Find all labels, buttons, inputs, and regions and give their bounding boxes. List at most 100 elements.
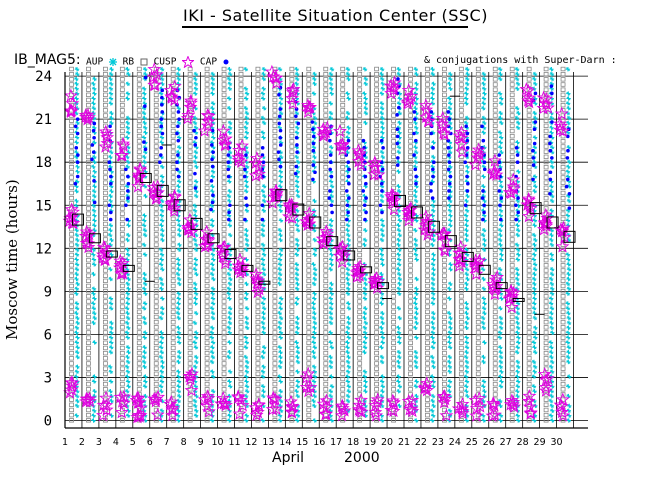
aup-marker bbox=[91, 252, 95, 256]
rb-marker bbox=[239, 78, 243, 82]
aup-marker bbox=[431, 287, 435, 291]
aup-marker bbox=[431, 252, 435, 256]
rb-marker bbox=[188, 238, 192, 242]
rb-marker bbox=[527, 305, 531, 309]
rb-marker bbox=[290, 341, 294, 345]
rb-marker bbox=[120, 103, 124, 107]
aup-marker bbox=[296, 194, 300, 198]
rb-marker bbox=[442, 351, 446, 355]
rb-marker bbox=[476, 103, 480, 107]
dot-marker bbox=[109, 175, 113, 179]
aup-marker bbox=[431, 326, 435, 330]
aup-marker bbox=[177, 350, 181, 354]
rb-marker bbox=[205, 98, 209, 102]
aup-marker bbox=[533, 335, 537, 339]
rb-marker bbox=[392, 372, 396, 376]
aup-marker bbox=[329, 252, 333, 256]
aup-marker bbox=[244, 296, 248, 300]
rb-marker bbox=[510, 109, 514, 113]
aup-marker bbox=[533, 72, 537, 76]
rb-marker bbox=[171, 140, 175, 144]
aup-marker bbox=[91, 321, 95, 325]
rb-marker bbox=[273, 300, 277, 304]
aup-marker bbox=[244, 87, 248, 91]
rb-marker bbox=[493, 83, 497, 87]
rb-marker bbox=[120, 300, 124, 304]
rb-marker bbox=[154, 258, 158, 262]
aup-marker bbox=[550, 165, 554, 169]
rb-marker bbox=[409, 243, 413, 247]
aup-marker bbox=[244, 355, 248, 359]
rb-marker bbox=[425, 191, 429, 195]
aup-marker bbox=[550, 287, 554, 291]
rb-marker bbox=[239, 212, 243, 216]
aup-marker bbox=[396, 252, 400, 256]
rb-marker bbox=[510, 258, 514, 262]
dot-marker bbox=[431, 196, 435, 200]
rb-marker bbox=[392, 238, 396, 242]
dot-marker bbox=[108, 168, 112, 172]
rb-marker bbox=[561, 202, 565, 206]
rb-marker bbox=[341, 284, 345, 288]
aup-marker bbox=[329, 91, 333, 95]
aup-marker bbox=[295, 345, 299, 349]
aup-marker bbox=[431, 155, 435, 159]
rb-marker bbox=[222, 336, 226, 340]
aup-marker bbox=[566, 384, 570, 388]
aup-marker bbox=[380, 67, 384, 71]
rb-marker bbox=[86, 310, 90, 314]
rb-marker bbox=[459, 279, 463, 283]
aup-marker bbox=[532, 360, 536, 364]
rb-marker bbox=[273, 227, 277, 231]
aup-marker bbox=[515, 350, 519, 354]
aup-marker bbox=[211, 101, 215, 105]
aup-marker bbox=[465, 272, 469, 276]
rb-marker bbox=[425, 150, 429, 154]
rb-marker bbox=[70, 341, 74, 345]
rb-marker bbox=[375, 388, 379, 392]
aup-marker bbox=[261, 316, 265, 320]
aup-marker bbox=[465, 379, 469, 383]
rb-marker bbox=[375, 264, 379, 268]
aup-marker bbox=[261, 311, 265, 315]
aup-marker bbox=[295, 277, 299, 281]
rb-marker bbox=[222, 98, 226, 102]
aup-marker bbox=[126, 379, 130, 383]
rb-marker bbox=[307, 67, 311, 71]
aup-marker bbox=[261, 301, 265, 305]
aup-marker bbox=[142, 272, 146, 276]
aup-marker bbox=[549, 365, 553, 369]
aup-marker bbox=[330, 345, 334, 349]
rb-marker bbox=[103, 202, 107, 206]
rb-marker bbox=[409, 196, 413, 200]
aup-marker bbox=[515, 394, 519, 398]
rb-marker bbox=[120, 284, 124, 288]
aup-marker bbox=[109, 238, 113, 242]
rb-marker bbox=[324, 78, 328, 82]
rb-marker bbox=[358, 88, 362, 92]
legend-rb-icon bbox=[140, 58, 148, 66]
aup-marker bbox=[210, 189, 214, 193]
rb-marker bbox=[307, 72, 311, 76]
aup-marker bbox=[566, 169, 570, 173]
aup-marker bbox=[329, 291, 333, 295]
rb-marker bbox=[222, 274, 226, 278]
aup-marker bbox=[396, 267, 400, 271]
rb-marker bbox=[442, 326, 446, 330]
aup-marker bbox=[414, 335, 418, 339]
dot-marker bbox=[347, 175, 351, 179]
rb-marker bbox=[324, 145, 328, 149]
aup-marker bbox=[177, 189, 181, 193]
aup-marker bbox=[92, 306, 96, 310]
aup-marker bbox=[345, 340, 349, 344]
dot-marker bbox=[159, 153, 163, 157]
rb-marker bbox=[86, 264, 90, 268]
aup-marker bbox=[499, 121, 503, 125]
rb-marker bbox=[527, 222, 531, 226]
rb-marker bbox=[493, 233, 497, 237]
rb-marker bbox=[358, 362, 362, 366]
rb-marker bbox=[205, 326, 209, 330]
rb-marker bbox=[341, 341, 345, 345]
rb-marker bbox=[137, 351, 141, 355]
aup-marker bbox=[329, 360, 333, 364]
